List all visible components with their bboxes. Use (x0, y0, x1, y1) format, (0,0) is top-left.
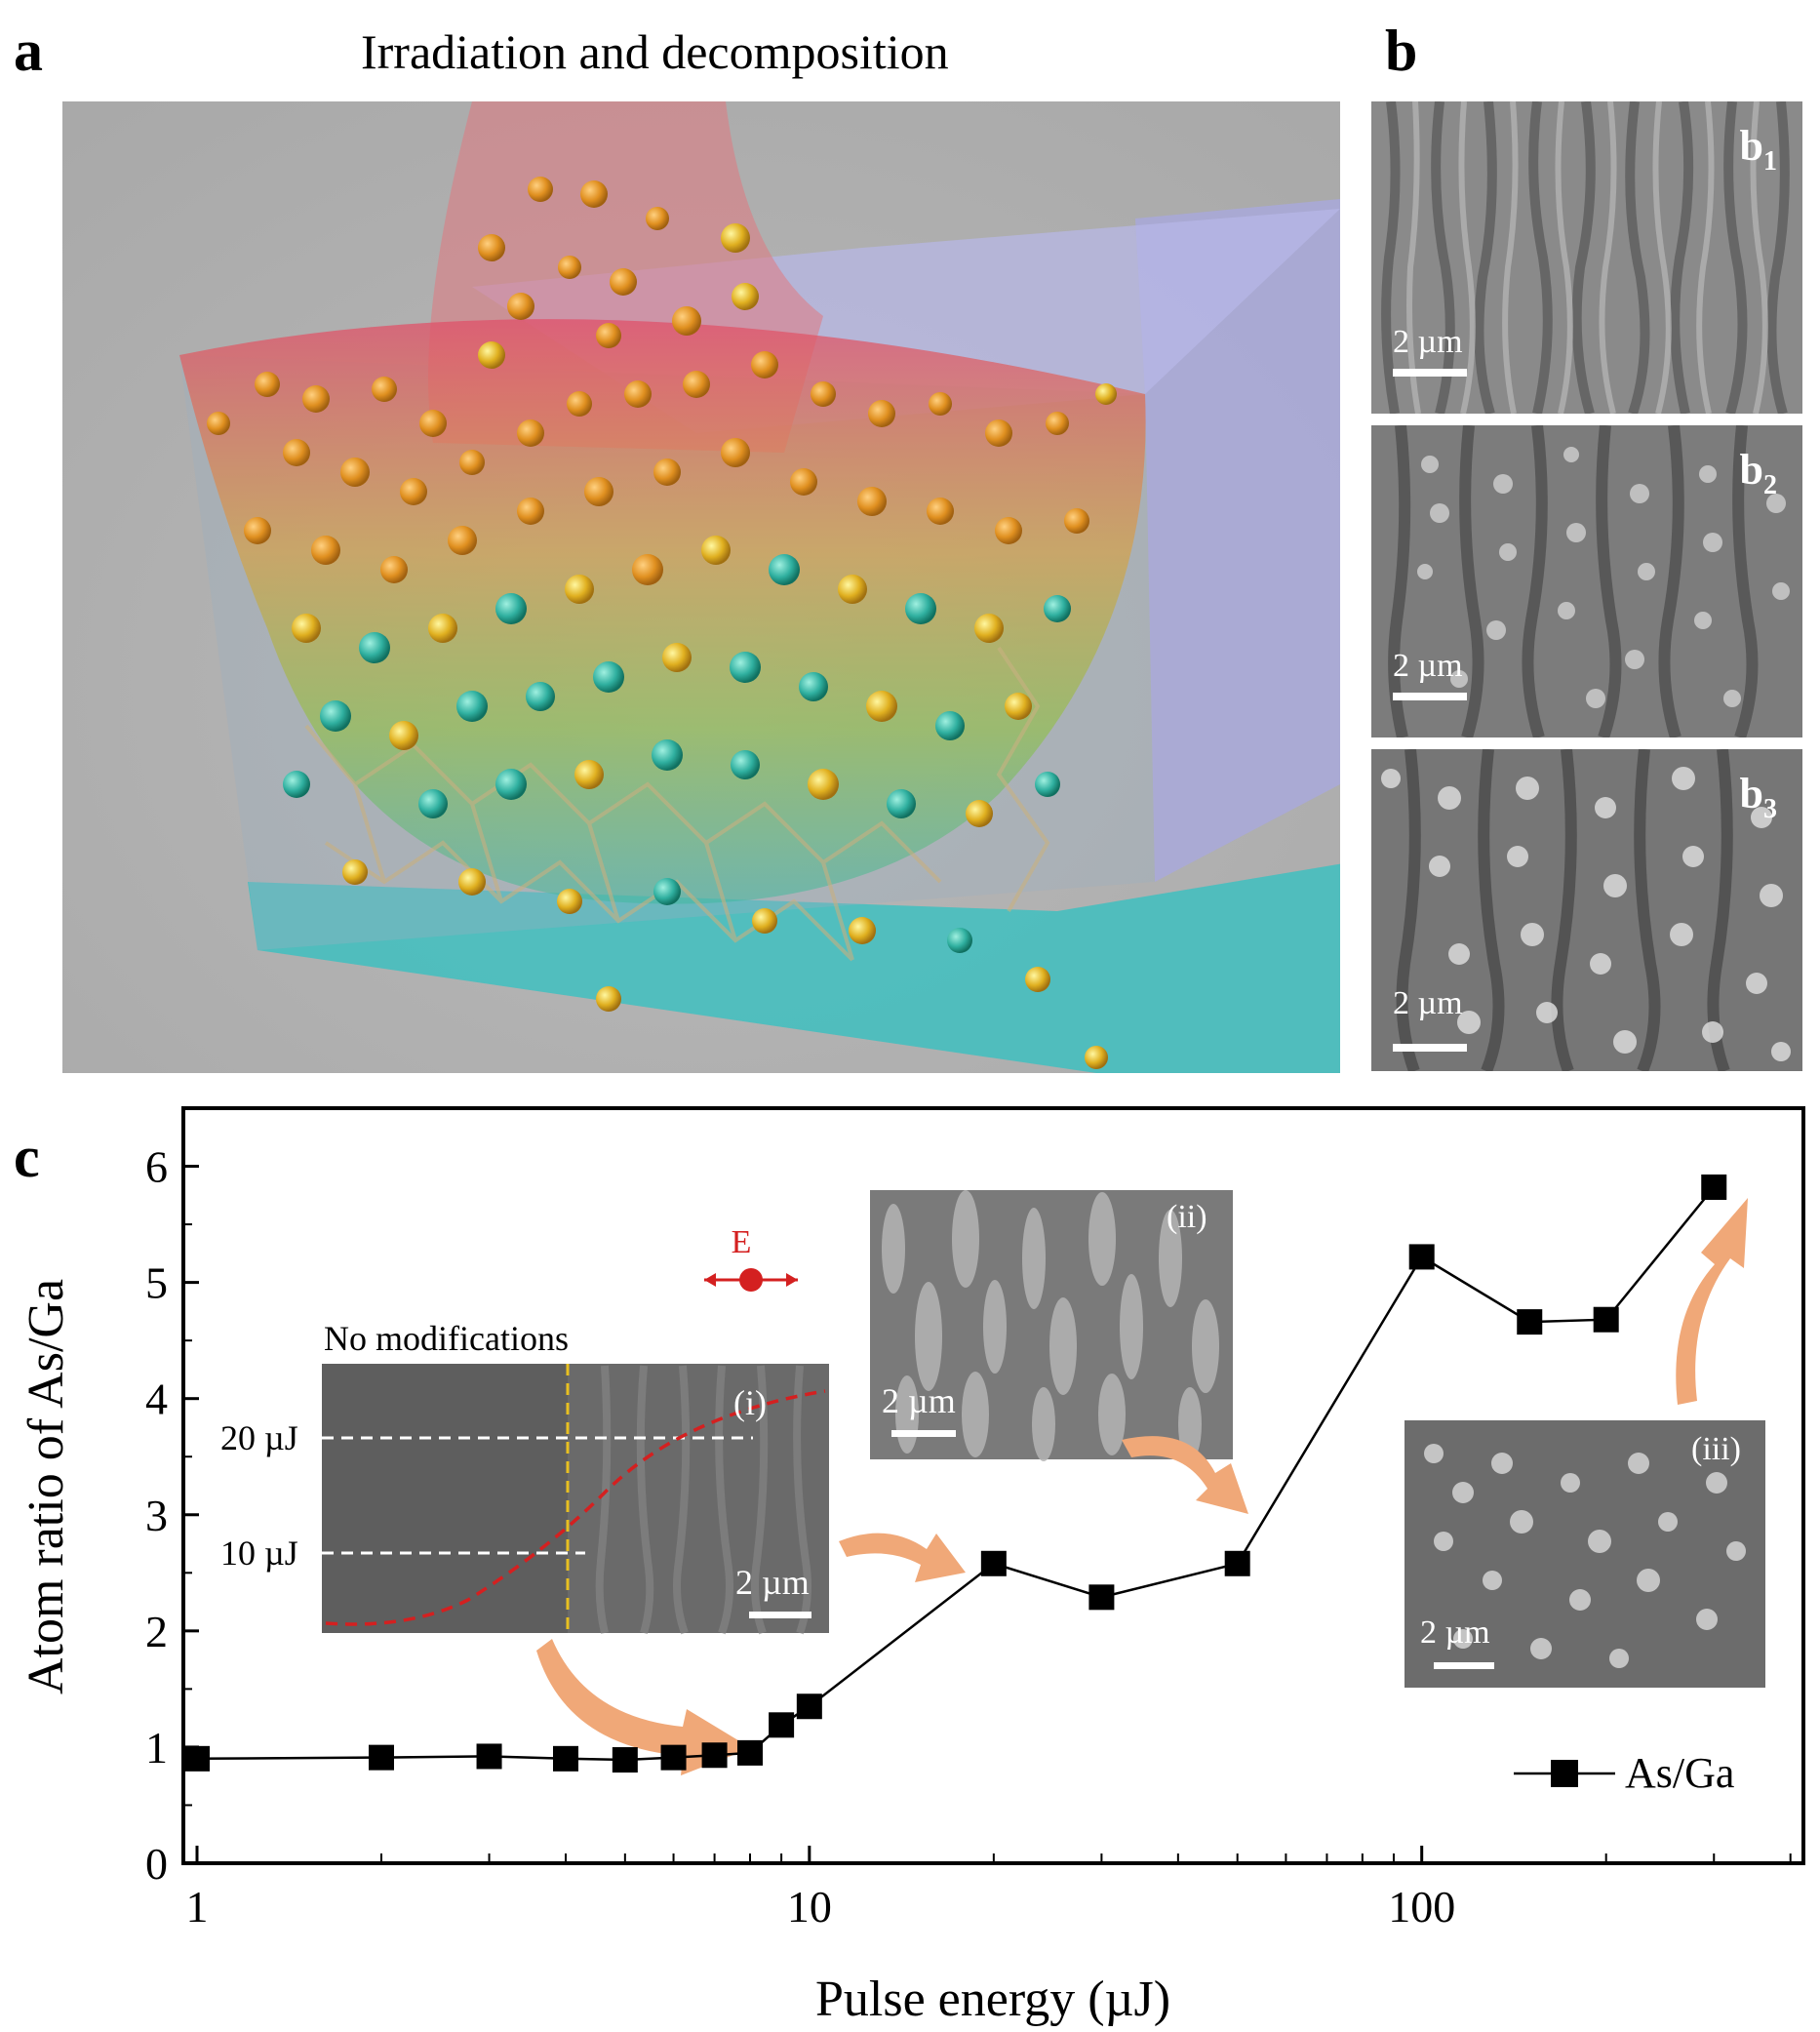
inset-i: No modifications 20 µJ 10 µJ (i) 2 µm (220, 1319, 829, 1635)
decomposition-illustration (62, 101, 1340, 1073)
data-point-20uj (980, 1550, 1007, 1576)
inset-i-10uj-label: 10 µJ (220, 1534, 298, 1573)
x-axis-title: Pulse energy (µJ) (815, 1972, 1170, 2027)
efield-dot (739, 1268, 763, 1292)
panel-a-title: Irradiation and decomposition (361, 24, 949, 79)
panel-letter-c: c (14, 1125, 40, 1189)
sem-tag-b1: b1 (1739, 122, 1777, 177)
legend: As/Ga (1514, 1749, 1734, 1797)
inset-i-unmodified-region (322, 1364, 568, 1633)
panel-letter-a: a (14, 19, 43, 83)
inset-ii-label: (ii) (1167, 1199, 1207, 1235)
sem-tag-b2: b2 (1739, 446, 1777, 500)
inset-iii-scale-bar (1434, 1662, 1494, 1669)
efield-left-arrowhead (704, 1273, 716, 1287)
x-tick-label-100: 100 (1388, 1882, 1455, 1932)
data-point-150uj (1517, 1309, 1543, 1335)
gaussian-profile-curve (325, 1389, 826, 1626)
efield-label: E (732, 1224, 752, 1260)
data-point-200uj (1593, 1306, 1619, 1333)
data-point-9uj (769, 1712, 795, 1738)
data-point-100uj (1408, 1244, 1435, 1270)
data-point-50uj (1224, 1550, 1250, 1576)
data-point-2uj (368, 1744, 394, 1771)
x-tick-label-10: 10 (787, 1882, 832, 1932)
y-axis-title: Atom ratio of As/Ga (19, 1279, 74, 1694)
data-point-300uj (1701, 1174, 1727, 1200)
x-tick-label-1: 1 (185, 1882, 208, 1932)
inset-i-scale-label: 2 µm (735, 1563, 810, 1602)
scale-bar-b1 (1393, 369, 1467, 377)
scale-bar-b2 (1393, 693, 1467, 700)
arrow-inset-i-to-data (536, 1639, 751, 1775)
y-tick-label-4: 4 (145, 1375, 168, 1424)
data-point-1uj (183, 1745, 210, 1772)
legend-marker (1551, 1760, 1578, 1787)
inset-iii-scale-label: 2 µm (1420, 1614, 1490, 1651)
inset-iii-label: (iii) (1691, 1431, 1741, 1467)
panel-letter-b: b (1385, 19, 1418, 83)
arrow-inset-iii-to-300uj (1676, 1198, 1748, 1405)
scale-label-b3: 2 µm (1393, 985, 1463, 1021)
sem-image-b3: b3 2 µm (1371, 749, 1802, 1071)
data-point-4uj (552, 1745, 578, 1772)
y-tick-label-3: 3 (145, 1491, 168, 1540)
sem-tag-b3: b3 (1739, 770, 1777, 824)
y-tick-label-5: 5 (145, 1258, 168, 1308)
scale-bar-b3 (1393, 1044, 1467, 1052)
arrow-inset-i-to-20uj (839, 1533, 966, 1582)
y-tick-label-0: 0 (145, 1839, 168, 1889)
data-point-30uj (1088, 1584, 1115, 1611)
inset-iii: (iii) 2 µm (1405, 1420, 1765, 1688)
inset-i-header: No modifications (324, 1319, 569, 1358)
scale-label-b2: 2 µm (1393, 648, 1463, 684)
data-point-3uj (476, 1743, 502, 1770)
data-point-10uj (796, 1693, 822, 1720)
y-tick-label-2: 2 (145, 1607, 168, 1656)
arrow-inset-ii-to-50uj (1122, 1436, 1248, 1514)
data-point-7uj (701, 1742, 728, 1769)
inset-i-20uj-label: 20 µJ (220, 1418, 298, 1457)
data-point-5uj (612, 1747, 638, 1773)
scale-label-b1: 2 µm (1393, 324, 1463, 360)
efield-indicator: E (704, 1224, 798, 1292)
inset-ii-scale-label: 2 µm (882, 1381, 956, 1420)
inset-i-label: (i) (733, 1383, 767, 1422)
inset-ii: (ii) 2 µm (870, 1190, 1233, 1461)
efield-right-arrowhead (786, 1273, 798, 1287)
data-point-8uj (736, 1739, 763, 1766)
data-point-6uj (660, 1744, 687, 1771)
sem-image-b1: b1 2 µm (1371, 101, 1802, 414)
y-tick-label-1: 1 (145, 1723, 168, 1773)
legend-label: As/Ga (1625, 1749, 1734, 1797)
y-tick-label-6: 6 (145, 1142, 168, 1192)
sem-image-b2: b2 2 µm (1371, 425, 1802, 737)
inset-ii-scale-bar (891, 1430, 956, 1437)
arrows (536, 1198, 1748, 1775)
inset-i-scale-bar (749, 1612, 811, 1618)
